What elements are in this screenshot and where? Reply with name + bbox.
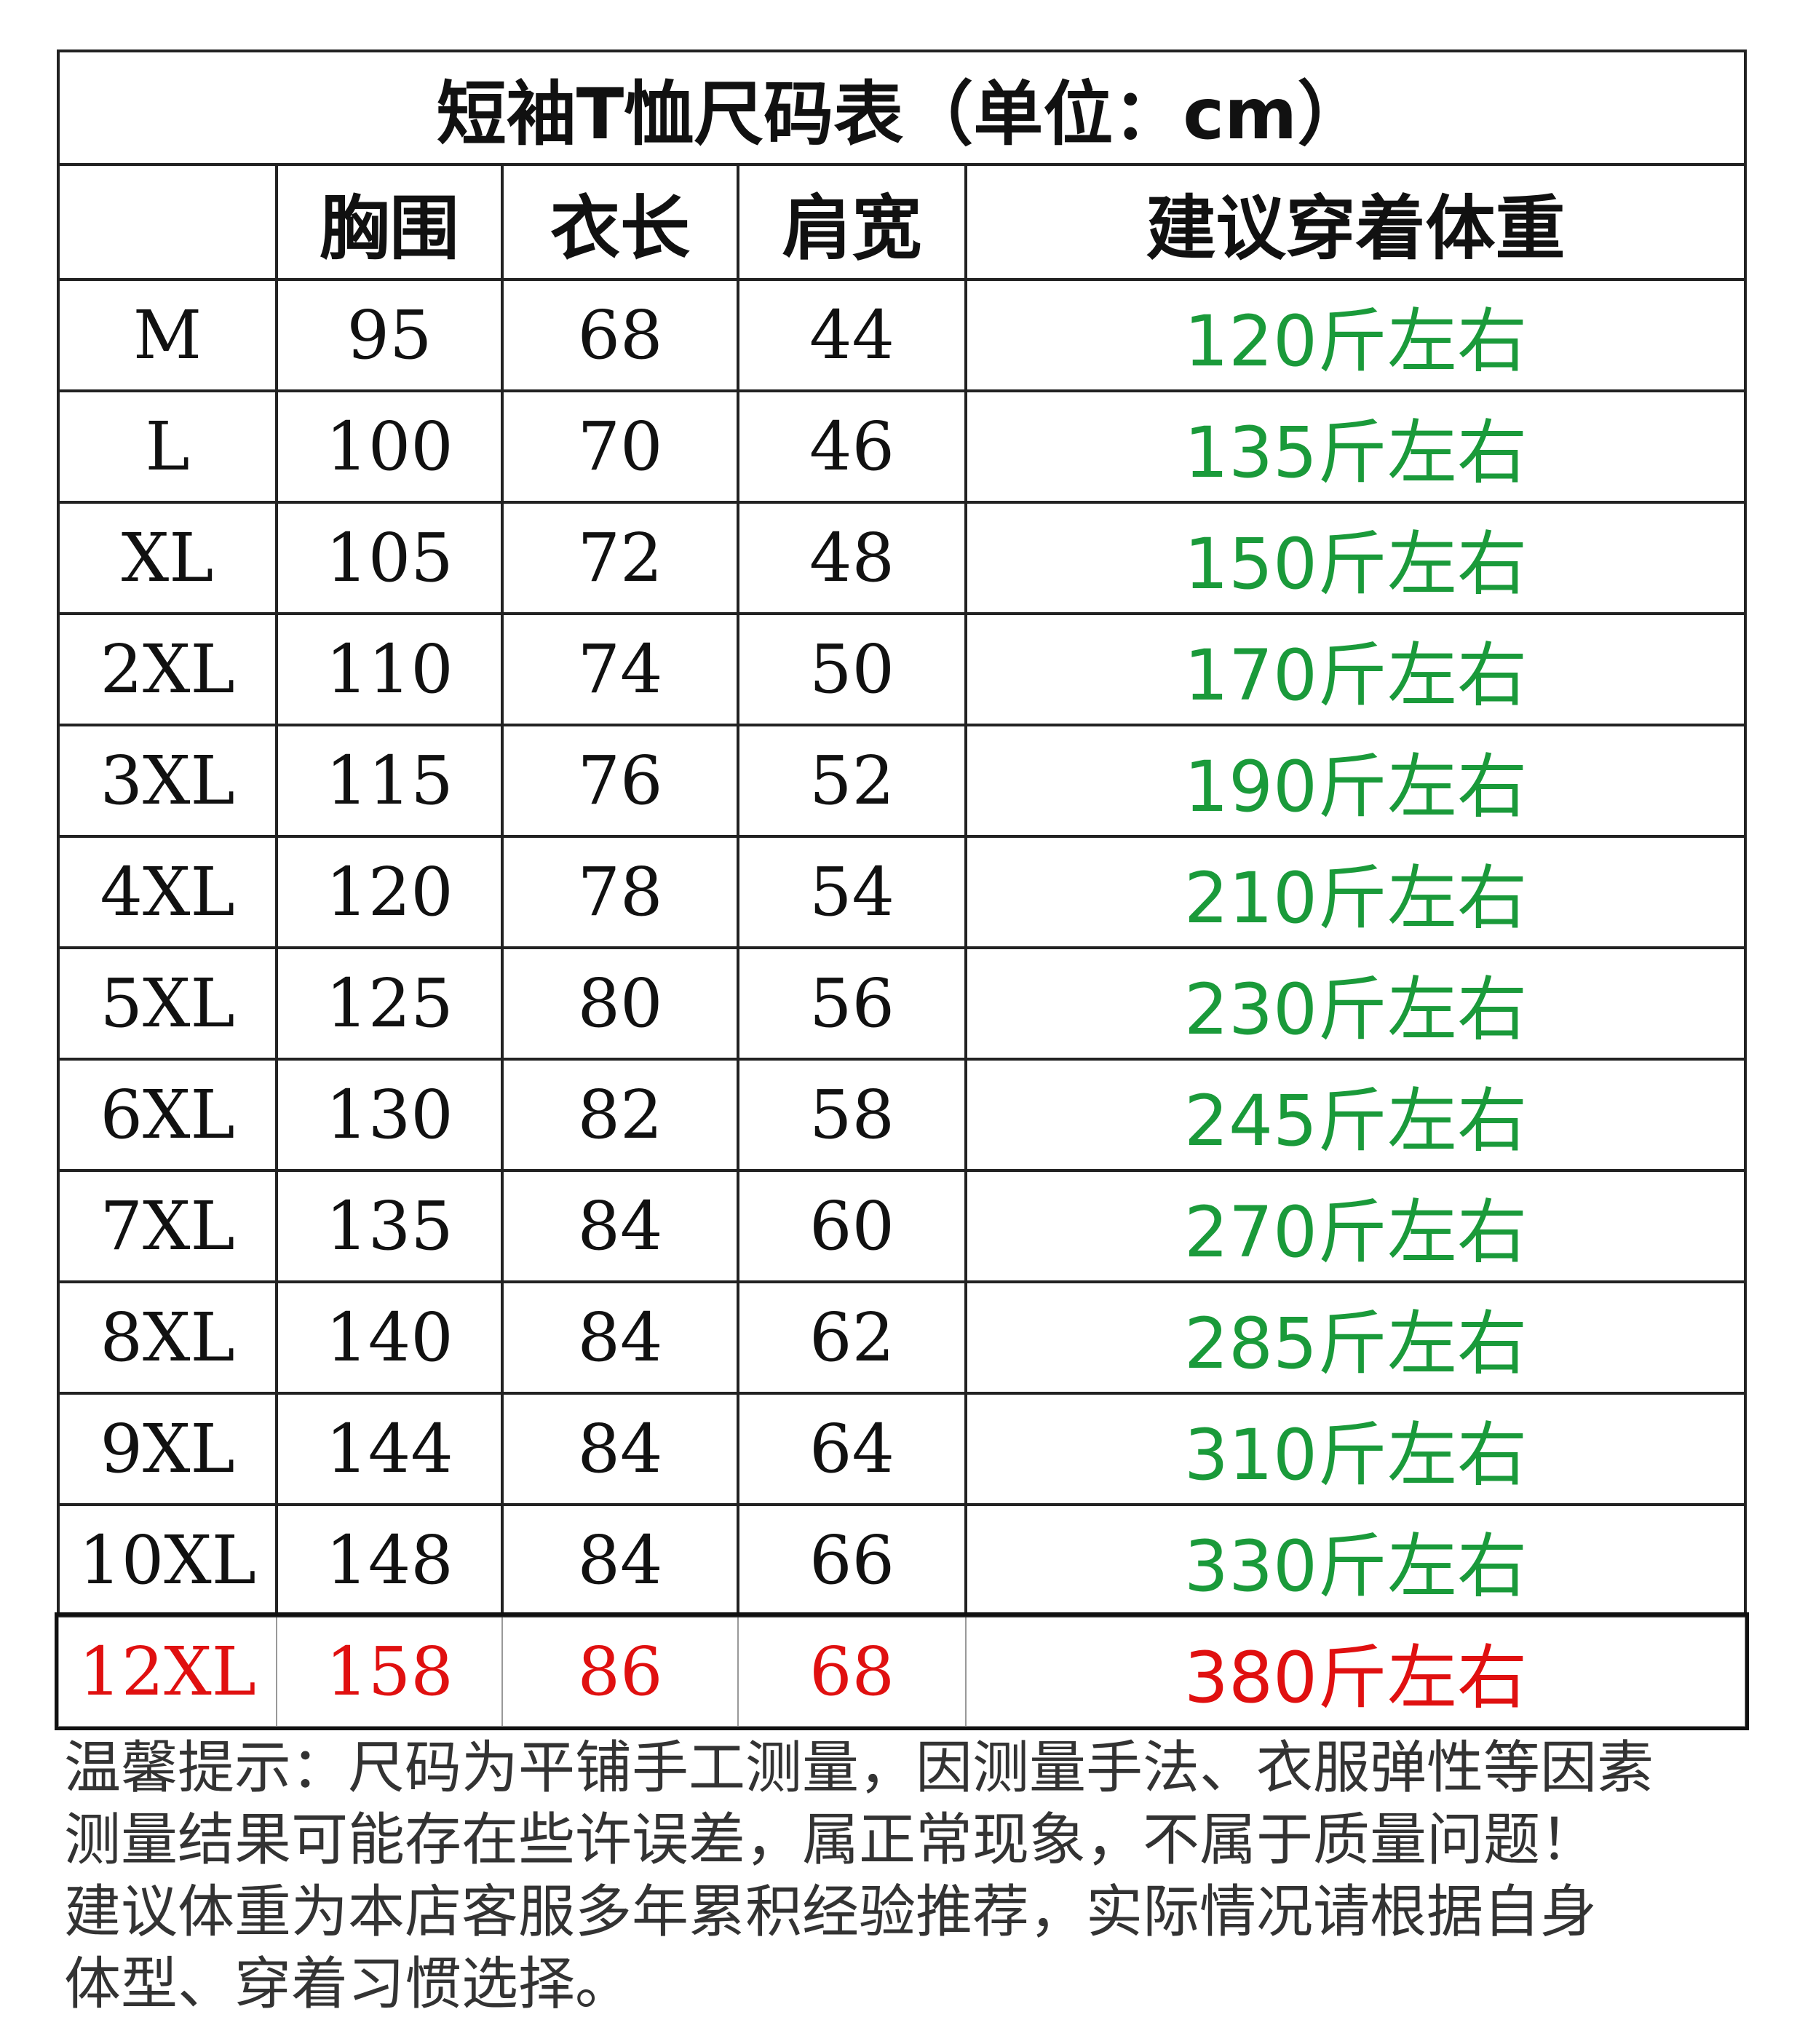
header-length: 衣长 <box>501 163 739 281</box>
cell-size: 9XL <box>57 1392 278 1506</box>
cell-weight: 245斤左右 <box>964 1058 1747 1172</box>
cell-length: 84 <box>501 1169 739 1283</box>
cell-length: 86 <box>501 1615 739 1727</box>
table-row: 7XL 135 84 60 270斤左右 <box>57 1169 1747 1283</box>
cell-chest: 95 <box>275 278 504 392</box>
cell-weight: 380斤左右 <box>965 1615 1746 1727</box>
table-row: M 95 68 44 120斤左右 <box>57 278 1747 392</box>
cell-size: 5XL <box>57 946 278 1061</box>
cell-shoulder: 62 <box>737 1280 967 1395</box>
table-title: 短袖T恤尺码表（单位：cm） <box>57 49 1747 166</box>
cell-chest: 158 <box>276 1615 503 1727</box>
cell-length: 76 <box>501 724 739 838</box>
note-line: 温馨提示：尺码为平铺手工测量，因测量手法、衣服弹性等因素 <box>64 1735 1654 1801</box>
table-row: 9XL 144 84 64 310斤左右 <box>57 1392 1747 1506</box>
cell-size: XL <box>57 501 278 615</box>
table-row: 6XL 130 82 58 245斤左右 <box>57 1058 1747 1172</box>
cell-length: 72 <box>501 501 739 615</box>
tips-note: 温馨提示：尺码为平铺手工测量，因测量手法、衣服弹性等因素 测量结果可能存在些许误… <box>64 1732 1767 2021</box>
cell-weight: 150斤左右 <box>964 501 1747 615</box>
cell-length: 84 <box>501 1392 739 1506</box>
cell-shoulder: 68 <box>737 1615 967 1727</box>
cell-shoulder: 64 <box>737 1392 967 1506</box>
cell-weight: 170斤左右 <box>964 612 1747 726</box>
cell-length: 70 <box>501 389 739 504</box>
cell-length: 74 <box>501 612 739 726</box>
cell-shoulder: 66 <box>737 1503 967 1617</box>
cell-chest: 135 <box>275 1169 504 1283</box>
table-row: L 100 70 46 135斤左右 <box>57 389 1747 504</box>
cell-chest: 144 <box>275 1392 504 1506</box>
cell-chest: 110 <box>275 612 504 726</box>
header-shoulder: 肩宽 <box>737 163 967 281</box>
cell-size: 10XL <box>57 1503 278 1617</box>
cell-weight: 135斤左右 <box>964 389 1747 504</box>
cell-size: 7XL <box>57 1169 278 1283</box>
size-chart-table: 短袖T恤尺码表（单位：cm） 胸围 衣长 肩宽 建议穿着体重 M 95 68 44 12… <box>55 49 1749 1730</box>
table-row: 5XL 125 80 56 230斤左右 <box>57 946 1747 1061</box>
cell-chest: 100 <box>275 389 504 504</box>
cell-shoulder: 54 <box>737 835 967 949</box>
cell-weight: 190斤左右 <box>964 724 1747 838</box>
cell-length: 82 <box>501 1058 739 1172</box>
cell-length: 80 <box>501 946 739 1061</box>
cell-shoulder: 58 <box>737 1058 967 1172</box>
cell-length: 78 <box>501 835 739 949</box>
cell-weight: 210斤左右 <box>964 835 1747 949</box>
note-line: 体型、穿着习惯选择。 <box>64 1952 632 2017</box>
cell-shoulder: 56 <box>737 946 967 1061</box>
table-row: 2XL 110 74 50 170斤左右 <box>57 612 1747 726</box>
cell-chest: 125 <box>275 946 504 1061</box>
header-weight: 建议穿着体重 <box>964 163 1747 281</box>
header-chest: 胸围 <box>275 163 504 281</box>
cell-size: 12XL <box>57 1615 277 1727</box>
cell-size: 4XL <box>57 835 278 949</box>
cell-chest: 148 <box>275 1503 504 1617</box>
table-row: 8XL 140 84 62 285斤左右 <box>57 1280 1747 1395</box>
cell-shoulder: 52 <box>737 724 967 838</box>
cell-shoulder: 48 <box>737 501 967 615</box>
cell-weight: 285斤左右 <box>964 1280 1747 1395</box>
cell-weight: 120斤左右 <box>964 278 1747 392</box>
cell-size: 8XL <box>57 1280 278 1395</box>
table-row: 3XL 115 76 52 190斤左右 <box>57 724 1747 838</box>
header-row: 胸围 衣长 肩宽 建议穿着体重 <box>57 163 1747 281</box>
cell-chest: 105 <box>275 501 504 615</box>
table-row: 10XL 148 84 66 330斤左右 <box>57 1503 1747 1617</box>
cell-chest: 130 <box>275 1058 504 1172</box>
cell-shoulder: 60 <box>737 1169 967 1283</box>
header-size <box>57 163 278 281</box>
cell-length: 84 <box>501 1280 739 1395</box>
note-line: 测量结果可能存在些许误差，属正常现象，不属于质量问题！ <box>64 1807 1598 1873</box>
cell-shoulder: 44 <box>737 278 967 392</box>
cell-weight: 330斤左右 <box>964 1503 1747 1617</box>
cell-chest: 140 <box>275 1280 504 1395</box>
table-row: 12XL 158 86 68 380斤左右 <box>55 1612 1749 1730</box>
cell-length: 84 <box>501 1503 739 1617</box>
table-row: 4XL 120 78 54 210斤左右 <box>57 835 1747 949</box>
cell-shoulder: 50 <box>737 612 967 726</box>
cell-weight: 270斤左右 <box>964 1169 1747 1283</box>
note-line: 建议体重为本店客服多年累积经验推荐，实际情况请根据自身 <box>64 1879 1598 1945</box>
cell-size: 2XL <box>57 612 278 726</box>
cell-size: 6XL <box>57 1058 278 1172</box>
cell-shoulder: 46 <box>737 389 967 504</box>
cell-size: L <box>57 389 278 504</box>
cell-weight: 310斤左右 <box>964 1392 1747 1506</box>
table-row: XL 105 72 48 150斤左右 <box>57 501 1747 615</box>
cell-weight: 230斤左右 <box>964 946 1747 1061</box>
cell-chest: 115 <box>275 724 504 838</box>
cell-size: M <box>57 278 278 392</box>
cell-chest: 120 <box>275 835 504 949</box>
cell-size: 3XL <box>57 724 278 838</box>
cell-length: 68 <box>501 278 739 392</box>
